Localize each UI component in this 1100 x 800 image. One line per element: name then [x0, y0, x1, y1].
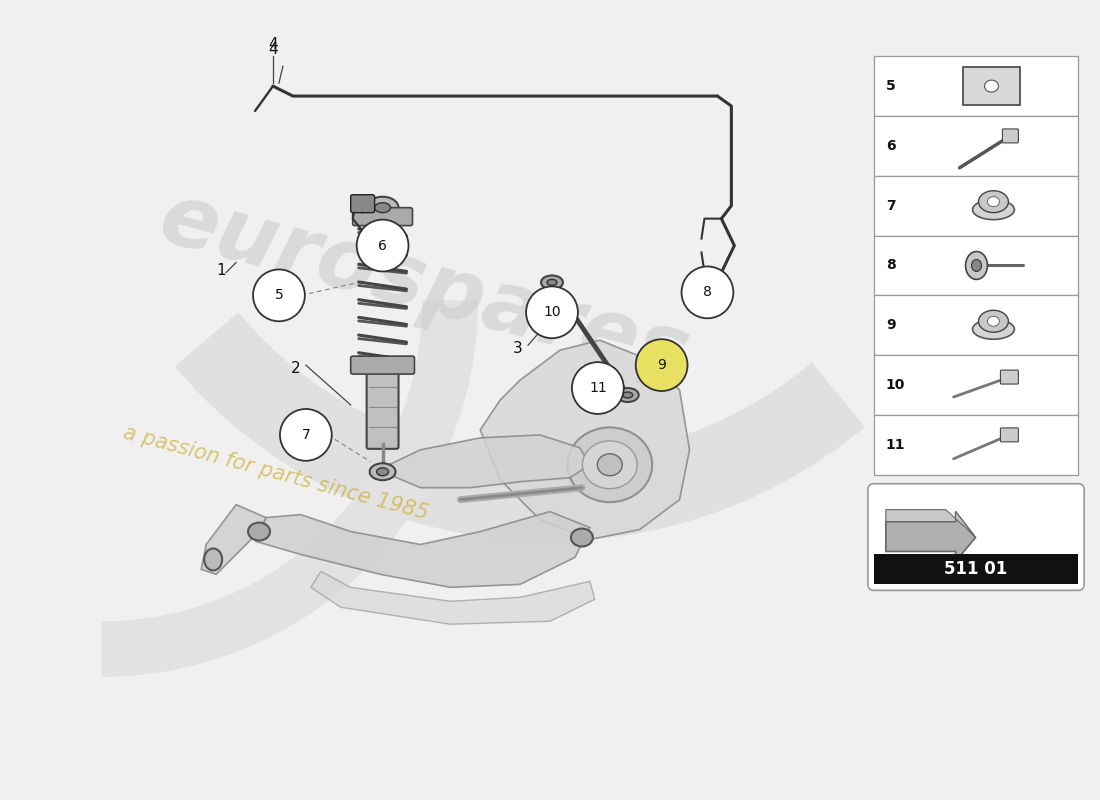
Ellipse shape: [617, 388, 639, 402]
Ellipse shape: [571, 529, 593, 546]
FancyBboxPatch shape: [351, 356, 415, 374]
Ellipse shape: [966, 251, 988, 279]
Text: 3: 3: [514, 341, 522, 356]
Text: 9: 9: [886, 318, 895, 332]
FancyBboxPatch shape: [873, 56, 1078, 116]
Ellipse shape: [972, 319, 1014, 339]
FancyBboxPatch shape: [1002, 129, 1019, 143]
Circle shape: [682, 266, 734, 318]
Circle shape: [356, 220, 408, 271]
FancyBboxPatch shape: [962, 67, 1021, 105]
Ellipse shape: [376, 468, 388, 476]
FancyBboxPatch shape: [873, 355, 1078, 415]
FancyBboxPatch shape: [873, 554, 1078, 584]
Circle shape: [526, 286, 578, 338]
Text: 2: 2: [292, 361, 300, 376]
FancyBboxPatch shape: [1000, 428, 1019, 442]
Ellipse shape: [205, 549, 222, 570]
Text: eurospares: eurospares: [152, 177, 698, 398]
Polygon shape: [201, 505, 266, 574]
Polygon shape: [256, 512, 590, 587]
Text: 8: 8: [703, 286, 712, 299]
Polygon shape: [481, 340, 690, 539]
Polygon shape: [886, 512, 976, 562]
Polygon shape: [311, 571, 595, 624]
Text: 11: 11: [886, 438, 905, 452]
Ellipse shape: [582, 441, 637, 489]
FancyBboxPatch shape: [1000, 370, 1019, 384]
Text: 511 01: 511 01: [945, 561, 1008, 578]
Polygon shape: [383, 435, 590, 488]
FancyBboxPatch shape: [873, 176, 1078, 235]
Ellipse shape: [541, 275, 563, 290]
FancyBboxPatch shape: [873, 235, 1078, 295]
Ellipse shape: [375, 202, 390, 213]
Ellipse shape: [988, 316, 1000, 326]
Text: 10: 10: [543, 306, 561, 319]
Text: 4: 4: [268, 38, 278, 52]
Text: 9: 9: [657, 358, 665, 372]
Text: 8: 8: [886, 258, 895, 273]
Ellipse shape: [366, 197, 398, 218]
Text: 6: 6: [886, 139, 895, 153]
Circle shape: [253, 270, 305, 322]
FancyBboxPatch shape: [353, 208, 412, 226]
Text: 7: 7: [301, 428, 310, 442]
Ellipse shape: [979, 310, 1009, 332]
Text: 5: 5: [275, 288, 284, 302]
Ellipse shape: [979, 190, 1009, 213]
Text: 11: 11: [588, 381, 607, 395]
FancyBboxPatch shape: [366, 363, 398, 449]
FancyBboxPatch shape: [351, 194, 375, 213]
Text: 4: 4: [268, 42, 278, 57]
FancyBboxPatch shape: [873, 116, 1078, 176]
Ellipse shape: [597, 454, 623, 476]
Circle shape: [279, 409, 332, 461]
Text: 10: 10: [886, 378, 905, 392]
Polygon shape: [886, 510, 976, 538]
Circle shape: [572, 362, 624, 414]
Ellipse shape: [249, 522, 270, 541]
Ellipse shape: [984, 80, 999, 92]
FancyBboxPatch shape: [873, 415, 1078, 474]
Text: a passion for parts since 1985: a passion for parts since 1985: [121, 422, 431, 523]
Ellipse shape: [623, 392, 632, 398]
Text: 6: 6: [378, 238, 387, 253]
Ellipse shape: [972, 200, 1014, 220]
Text: 7: 7: [886, 198, 895, 213]
Circle shape: [636, 339, 688, 391]
Ellipse shape: [971, 259, 981, 271]
FancyBboxPatch shape: [873, 295, 1078, 355]
FancyBboxPatch shape: [868, 484, 1085, 590]
Ellipse shape: [547, 279, 557, 286]
Text: 5: 5: [886, 79, 895, 93]
Ellipse shape: [988, 197, 1000, 206]
Ellipse shape: [568, 427, 652, 502]
Text: 1: 1: [217, 263, 226, 278]
Ellipse shape: [370, 463, 396, 480]
